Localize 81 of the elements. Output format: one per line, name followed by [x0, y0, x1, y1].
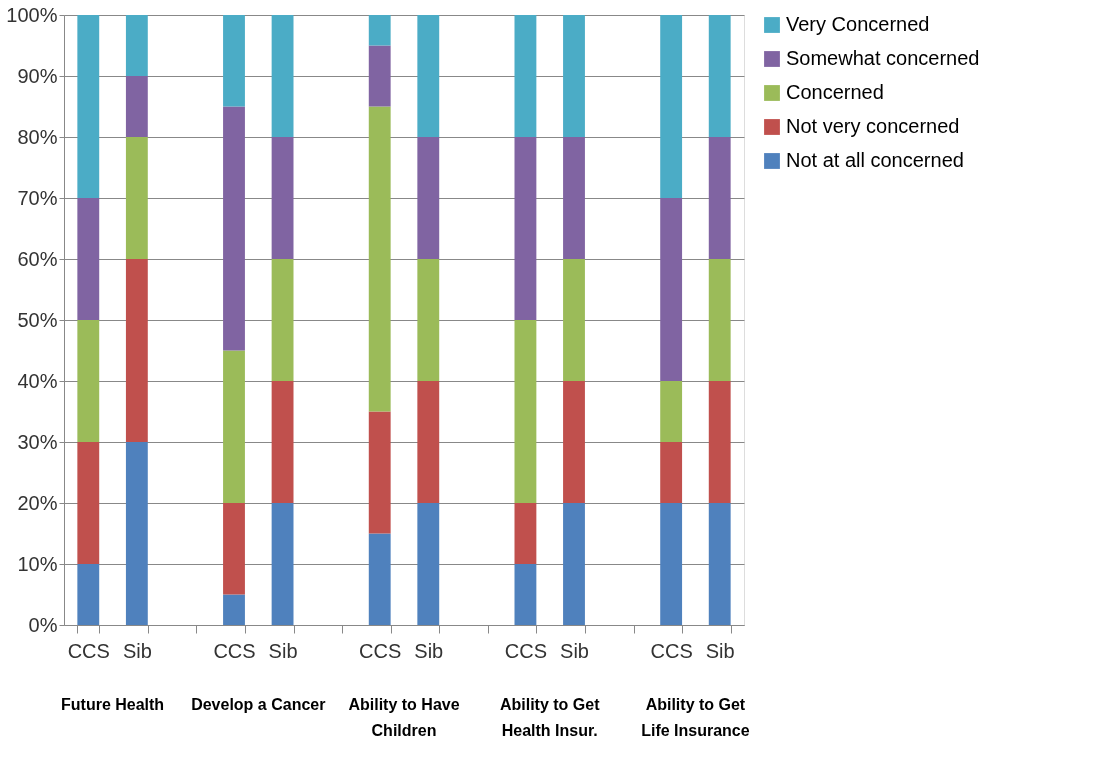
x-tick-label: Sib [414, 639, 444, 662]
bar [563, 259, 585, 381]
y-tick-label: 20% [17, 491, 58, 514]
x-tick-label: Sib [268, 639, 298, 662]
x-tick-label: CCS [67, 639, 110, 662]
bar [368, 411, 391, 534]
y-tick-label: 80% [17, 125, 58, 148]
bar [514, 15, 537, 137]
x-tick-label: Sib [560, 639, 589, 662]
bar [514, 503, 537, 564]
bar [223, 350, 245, 503]
bar [125, 137, 148, 259]
bar [708, 503, 731, 625]
bar [708, 15, 731, 137]
bar [223, 594, 245, 625]
bar [125, 442, 148, 625]
y-tick-label: 40% [17, 369, 58, 392]
bar [660, 198, 683, 381]
bar [708, 137, 731, 259]
y-tick-label: 0% [28, 613, 58, 636]
legend-label: Somewhat concerned [786, 47, 980, 69]
bar [271, 381, 294, 503]
bar [563, 503, 585, 625]
bar [660, 503, 683, 625]
text: Future Health [61, 696, 165, 713]
bar [368, 106, 391, 412]
bar [514, 320, 537, 503]
bar [223, 503, 245, 595]
bar [563, 381, 585, 503]
y-tick-label: 10% [17, 552, 58, 575]
x-tick-label: CCS [504, 639, 548, 662]
text: Develop a Cancer [191, 696, 326, 713]
bar [660, 381, 683, 442]
bar [563, 15, 585, 137]
y-tick-label: 50% [17, 308, 58, 331]
y-tick-label: 90% [17, 64, 58, 87]
x-tick-label: Sib [122, 639, 152, 662]
bar [77, 564, 100, 625]
bar [125, 76, 148, 137]
bar [271, 137, 294, 259]
bar [417, 503, 440, 625]
y-tick-label: 60% [17, 247, 58, 270]
legend-label: Concerned [786, 81, 884, 103]
bar [368, 533, 391, 625]
bar [708, 381, 731, 503]
bar [271, 15, 294, 137]
bar [77, 15, 100, 198]
bar [417, 15, 440, 137]
bar [514, 564, 537, 625]
text: Ability to Get Health Insur. [499, 696, 601, 739]
bar [125, 259, 148, 442]
bar [368, 45, 391, 107]
legend-label: Not very concerned [786, 115, 960, 137]
y-tick-label: 100% [6, 3, 58, 26]
text: Ability to Get Life Insurance [641, 696, 750, 739]
bar [660, 442, 683, 503]
bar [125, 15, 148, 76]
bar [368, 15, 391, 46]
x-tick-label: CCS [359, 639, 402, 662]
x-tick-label: CCS [213, 639, 256, 662]
bar [417, 259, 440, 381]
legend-label: Not at all concerned [786, 149, 964, 171]
bar [223, 106, 245, 351]
text: Ability to Have Children [348, 696, 460, 739]
x-tick-label: CCS [650, 639, 693, 662]
y-tick-label: 30% [17, 430, 58, 453]
bar [77, 198, 100, 320]
bar [514, 137, 537, 320]
legend-label: Very Concerned [786, 13, 930, 35]
y-tick-label: 70% [17, 186, 58, 209]
bar [660, 15, 683, 198]
bar [223, 15, 245, 107]
bar [77, 320, 100, 442]
x-tick-label: Sib [705, 639, 735, 662]
bar [417, 137, 440, 259]
bar [708, 259, 731, 381]
bar [77, 442, 100, 564]
bar [417, 381, 440, 503]
bar [271, 503, 294, 625]
bar [271, 259, 294, 381]
bar [563, 137, 585, 259]
